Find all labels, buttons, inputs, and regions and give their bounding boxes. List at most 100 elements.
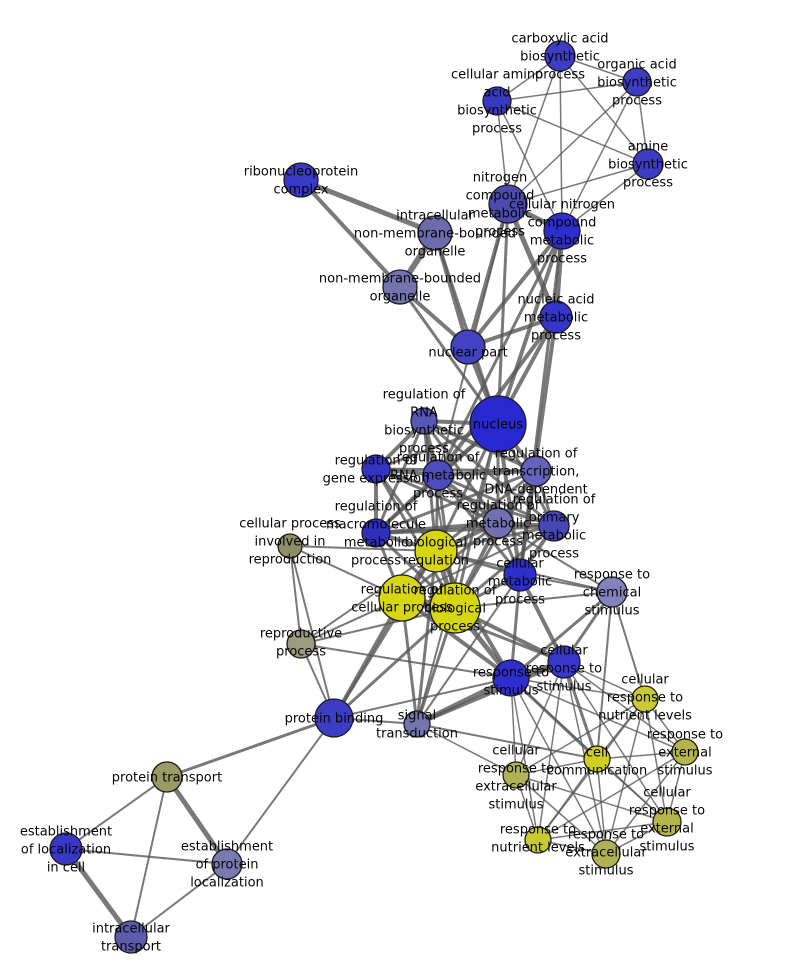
graph-edge-protein-transport--est-localization-cell[interactable] — [65, 776, 168, 850]
graph-edge-organic-acid-biosyn--nitrogen-compound-met[interactable] — [507, 81, 638, 205]
graph-node-reg-biological-process[interactable] — [429, 582, 481, 634]
graph-edge-resp-external--cell-communication[interactable] — [596, 751, 686, 760]
graph-edge-protein-transport--est-protein-localization[interactable] — [164, 775, 230, 866]
graph-node-cellular-resp-external[interactable] — [652, 807, 682, 837]
graph-edge-biological-regulation--signal-transduction[interactable] — [415, 550, 438, 725]
graph-edge-resp-stimulus--cellular-resp-nutrient[interactable] — [510, 677, 646, 700]
graph-edge-protein-binding--est-protein-localization[interactable] — [226, 717, 335, 865]
graph-node-protein-transport[interactable] — [151, 761, 183, 793]
graph-node-carboxylic-acid-biosyn[interactable] — [544, 40, 576, 72]
graph-node-cellular-resp-stimulus[interactable] — [547, 645, 581, 679]
graph-node-nitrogen-compound-met[interactable] — [488, 184, 528, 224]
graph-edge-est-protein-localization--intracellular-transport[interactable] — [130, 863, 228, 938]
graph-edge-reg-transcription--reg-rna-met[interactable] — [437, 469, 537, 477]
graph-edge-cellular-amino-acid-biosyn--organic-acid-biosyn[interactable] — [496, 81, 638, 102]
graph-edge-amine-biosyn--nitrogen-compound-met[interactable] — [507, 163, 649, 205]
graph-edge-organic-acid-biosyn--cellular-nitrogen-met[interactable] — [561, 81, 638, 232]
graph-edge-resp-chemical--resp-stimulus[interactable] — [510, 590, 613, 680]
graph-edge-rnp-complex--nmb-organelle[interactable] — [299, 178, 402, 289]
graph-node-reg-rna-biosyn[interactable] — [410, 407, 438, 435]
graph-node-resp-nutrient[interactable] — [524, 826, 552, 854]
graph-node-est-localization-cell[interactable] — [49, 832, 83, 866]
graph-node-resp-extracellular[interactable] — [591, 839, 621, 869]
graph-edge-biological-regulation--cell-process-reproduction[interactable] — [289, 545, 437, 552]
graph-edge-reg-rna-met--reg-primary-met[interactable] — [437, 473, 555, 528]
graph-edge-reg-cellular-process--cellular-resp-stimulus[interactable] — [401, 596, 565, 664]
graph-edge-nuclear-part--cellular-nitrogen-met[interactable] — [466, 229, 564, 349]
graph-edge-cellular-resp-stimulus--resp-nutrient[interactable] — [537, 661, 565, 841]
graph-edge-cell-process-reproduction--protein-binding[interactable] — [289, 545, 335, 719]
graph-edge-cellular-resp-external--resp-nutrient[interactable] — [537, 821, 668, 841]
graph-edge-cell-communication--resp-nutrient[interactable] — [537, 758, 598, 841]
graph-edge-biological-regulation--reproductive-process[interactable] — [300, 550, 437, 645]
graph-node-amine-biosyn[interactable] — [632, 148, 664, 180]
graph-edge-est-localization-cell--intracellular-transport[interactable] — [63, 847, 134, 939]
graph-node-resp-chemical[interactable] — [596, 576, 628, 608]
graph-edge-cell-communication--resp-extracellular[interactable] — [596, 758, 607, 855]
graph-node-organic-acid-biosyn[interactable] — [622, 67, 652, 97]
graph-edge-protein-binding--resp-stimulus[interactable] — [333, 677, 512, 719]
graph-edge-carboxylic-acid-biosyn--nitrogen-compound-met[interactable] — [507, 55, 561, 205]
graph-edge-resp-chemical--cell-communication[interactable] — [596, 591, 613, 760]
graph-edge-cellular-resp-stimulus--cellular-resp-extracellular[interactable] — [515, 661, 565, 776]
graph-edge-cellular-resp-nutrient--cellular-resp-external[interactable] — [644, 698, 668, 823]
graph-node-cellular-nitrogen-met[interactable] — [543, 212, 581, 250]
graph-edge-cellular-met--signal-transduction[interactable] — [416, 574, 521, 725]
graph-edge-cellular-resp-extracellular--resp-extracellular[interactable] — [515, 774, 607, 855]
graph-edge-rnp-complex--intracellular-nmb-organelle[interactable] — [300, 177, 436, 236]
graph-edge-reg-biological-process--reproductive-process[interactable] — [300, 607, 456, 645]
graph-edge-nucleic-acid-met--nitrogen-compound-met[interactable] — [505, 203, 559, 318]
graph-node-nucleus[interactable] — [469, 395, 527, 453]
graph-node-reg-cellular-process[interactable] — [378, 574, 426, 622]
graph-edge-reg-macromolecule-met--reg-primary-met[interactable] — [375, 524, 555, 535]
graph-node-nuclear-part[interactable] — [450, 329, 486, 365]
graph-edge-carboxylic-acid-biosyn--amine-biosyn[interactable] — [559, 55, 649, 165]
graph-edge-cellular-amino-acid-biosyn--amine-biosyn[interactable] — [496, 100, 649, 165]
graph-node-cellular-resp-nutrient[interactable] — [631, 685, 659, 713]
graph-edge-cellular-nitrogen-met--nucleus[interactable] — [496, 230, 564, 425]
graph-node-cellular-amino-acid-biosyn[interactable] — [482, 86, 512, 116]
graph-node-resp-stimulus[interactable] — [492, 659, 530, 697]
graph-node-intracellular-transport[interactable] — [114, 920, 148, 954]
graph-node-signal-transduction[interactable] — [403, 710, 431, 738]
graph-node-nmb-organelle[interactable] — [382, 269, 418, 305]
graph-edge-signal-transduction--nucleus[interactable] — [416, 423, 499, 725]
graph-edge-cellular-resp-stimulus--cell-communication[interactable] — [562, 661, 599, 760]
graph-edge-cellular-amino-acid-biosyn--cellular-nitrogen-met[interactable] — [496, 100, 563, 232]
graph-edge-reg-rna-biosyn--reg-metabolic[interactable] — [422, 420, 500, 524]
graph-node-cell-process-reproduction[interactable] — [277, 533, 303, 559]
graph-edge-protein-binding--protein-transport[interactable] — [166, 716, 335, 779]
graph-edge-nucleus--reg-biological-process[interactable] — [453, 423, 500, 609]
graph-edge-cellular-resp-nutrient--resp-extracellular[interactable] — [605, 698, 646, 855]
graph-node-reg-primary-met[interactable] — [538, 510, 570, 542]
graph-edge-reg-gene-expression--reg-biological-process[interactable] — [374, 468, 457, 609]
graph-edge-reg-biological-process--protein-binding[interactable] — [332, 606, 457, 720]
graph-edge-cellular-resp-stimulus--cellular-resp-external[interactable] — [563, 661, 668, 823]
graph-edge-cellular-resp-extracellular--cellular-resp-external[interactable] — [515, 774, 668, 823]
graph-node-cellular-resp-extracellular[interactable] — [502, 761, 530, 789]
graph-node-reg-gene-expression[interactable] — [361, 454, 391, 484]
graph-edge-est-localization-cell--est-protein-localization[interactable] — [65, 848, 228, 865]
graph-edge-cellular-resp-nutrient--cellular-resp-extracellular[interactable] — [515, 698, 646, 776]
graph-node-reg-rna-met[interactable] — [422, 459, 454, 491]
graph-edge-signal-transduction--cellular-resp-stimulus[interactable] — [416, 660, 565, 726]
graph-node-nucleic-acid-met[interactable] — [539, 300, 573, 334]
graph-edge-resp-stimulus--resp-nutrient[interactable] — [510, 677, 539, 841]
graph-edge-reg-metabolic--resp-chemical[interactable] — [497, 522, 613, 593]
graph-edge-signal-transduction--cell-communication[interactable] — [416, 723, 598, 760]
graph-edge-cell-communication--cellular-resp-external[interactable] — [596, 758, 668, 823]
graph-node-cellular-met[interactable] — [503, 558, 537, 592]
graph-edge-reg-primary-met--reg-cellular-process[interactable] — [401, 525, 555, 599]
graph-edge-reproductive-process--resp-stimulus[interactable] — [300, 643, 512, 679]
graph-node-reg-macromolecule-met[interactable] — [361, 518, 391, 548]
graph-node-intracellular-nmb-organelle[interactable] — [417, 215, 453, 251]
graph-node-protein-binding[interactable] — [314, 698, 354, 738]
graph-node-resp-external[interactable] — [671, 738, 699, 766]
graph-edge-nitrogen-compound-met--nucleus[interactable] — [496, 203, 510, 425]
graph-node-reg-metabolic[interactable] — [482, 507, 514, 539]
graph-edge-resp-chemical--reg-biological-process[interactable] — [454, 591, 613, 609]
graph-edge-resp-external--resp-nutrient[interactable] — [537, 751, 686, 841]
graph-node-rnp-complex[interactable] — [283, 162, 319, 198]
graph-edge-resp-chemical--cellular-resp-nutrient[interactable] — [611, 591, 646, 700]
graph-edge-cellular-resp-stimulus--resp-external[interactable] — [563, 661, 686, 753]
